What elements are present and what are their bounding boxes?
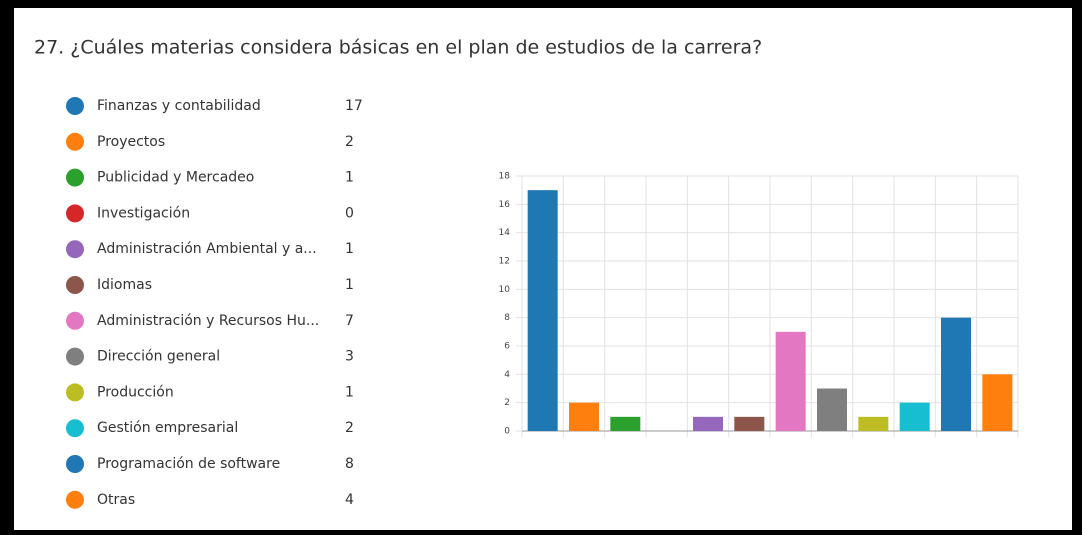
y-tick-label: 8 — [504, 313, 510, 323]
y-tick-label: 4 — [504, 370, 510, 380]
y-tick-label: 14 — [499, 228, 511, 238]
legend-label: Producción — [97, 384, 174, 400]
legend-label: Gestión empresarial — [97, 420, 238, 436]
bar — [734, 416, 765, 431]
legend-count: 1 — [345, 241, 354, 257]
bar — [693, 416, 723, 431]
legend-label: Dirección general — [97, 349, 220, 365]
legend-label: Otras — [97, 492, 135, 508]
y-tick-label: 16 — [499, 200, 511, 210]
bar — [527, 190, 558, 431]
legend-label: Proyectos — [97, 134, 165, 150]
legend-swatch — [66, 168, 84, 187]
legend-count: 1 — [345, 170, 354, 186]
y-tick-label: 18 — [499, 172, 511, 182]
bar — [775, 331, 806, 431]
y-tick-label: 6 — [504, 342, 510, 352]
legend-label: Programación de software — [97, 456, 280, 472]
legend-label: Idiomas — [97, 277, 152, 293]
legend-count: 8 — [345, 456, 354, 472]
legend-swatch — [66, 132, 84, 151]
y-tick-label: 10 — [499, 285, 511, 295]
legend-label: Administración y Recursos Hu... — [97, 313, 319, 329]
legend-count: 2 — [345, 134, 354, 150]
legend-swatch — [66, 455, 84, 473]
legend-swatch — [66, 383, 84, 402]
legend-label: Administración Ambiental y a... — [97, 241, 317, 257]
legend-label: Publicidad y Mercadeo — [97, 170, 254, 186]
legend-swatch — [66, 204, 84, 223]
bar — [610, 416, 641, 431]
legend-swatch — [66, 97, 84, 115]
legend-count: 1 — [345, 384, 354, 400]
legend-label: Investigación — [97, 205, 190, 221]
legend-swatch — [66, 276, 84, 294]
legend-count: 0 — [345, 205, 354, 221]
y-tick-label: 0 — [504, 427, 510, 437]
bar — [817, 388, 847, 431]
legend-swatch — [66, 347, 84, 366]
bar — [941, 317, 971, 431]
bar — [982, 374, 1013, 431]
legend-swatch — [66, 490, 84, 509]
legend-swatch — [66, 311, 84, 330]
legend-count: 2 — [345, 420, 354, 436]
legend-count: 3 — [345, 349, 354, 365]
chart-title: 27. ¿Cuáles materias considera básicas e… — [34, 37, 762, 59]
legend-count: 7 — [345, 313, 354, 329]
legend-count: 17 — [345, 98, 363, 114]
bar — [858, 416, 889, 431]
bar — [569, 402, 599, 431]
legend-swatch — [66, 419, 84, 438]
legend-count: 4 — [345, 492, 354, 508]
bar — [899, 402, 930, 431]
legend-label: Finanzas y contabilidad — [97, 98, 261, 114]
y-tick-label: 2 — [504, 398, 510, 408]
y-tick-label: 12 — [499, 257, 510, 267]
legend-swatch — [66, 240, 84, 259]
legend-count: 1 — [345, 277, 354, 293]
